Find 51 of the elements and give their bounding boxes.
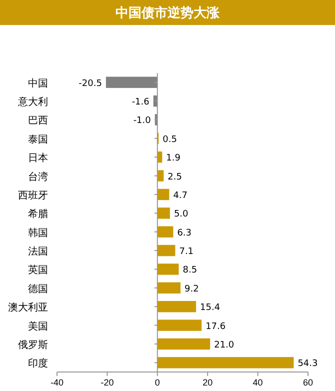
y-tick-label: 印度: [28, 358, 48, 370]
data-label: 17.6: [206, 322, 226, 332]
y-tick-label: 韩国: [28, 226, 48, 239]
data-label: 54.3: [298, 359, 318, 370]
bar: [157, 244, 176, 256]
data-label: -20.5: [78, 78, 102, 89]
bar: [106, 76, 158, 88]
data-label: 4.7: [173, 190, 188, 201]
y-tick-label: 澳大利亚: [8, 302, 48, 314]
y-tick-label: 日本: [28, 152, 48, 164]
data-label: -1.6: [132, 98, 150, 108]
chart-title: 中国债市逆势大涨: [116, 5, 220, 21]
y-tick-label: 巴西: [28, 116, 48, 127]
bar: [157, 188, 170, 200]
bar: [157, 226, 174, 238]
y-tick-label: 中国: [28, 77, 48, 90]
y-tick-label: 希腊: [28, 208, 48, 220]
bar: [157, 300, 196, 312]
y-tick-label: 台湾: [28, 170, 48, 183]
data-label: -1.0: [133, 116, 152, 126]
y-tick-label: 泰国: [28, 134, 48, 146]
x-tick-label: -20: [100, 377, 114, 388]
bar: [157, 338, 210, 350]
data-label: 7.1: [179, 247, 194, 258]
y-tick-label: 法国: [28, 246, 48, 258]
data-label: 21.0: [214, 340, 234, 350]
x-tick-label: 40: [252, 377, 263, 388]
data-label: 5.0: [174, 210, 189, 220]
data-label: 6.3: [177, 228, 192, 238]
data-label: 15.4: [200, 303, 220, 314]
y-tick-label: 西班牙: [18, 189, 48, 202]
bar: [157, 264, 179, 275]
data-label: 2.5: [168, 172, 182, 182]
x-tick-label: 0: [154, 377, 160, 388]
bar: [157, 320, 202, 331]
y-tick-label: 德国: [28, 284, 48, 295]
y-tick-label: 美国: [28, 320, 48, 332]
data-label: 8.5: [182, 266, 198, 276]
data-label: 9.2: [184, 284, 199, 294]
data-label: 0.5: [162, 134, 177, 145]
bar: [157, 170, 164, 182]
y-tick-label: 俄罗斯: [18, 338, 48, 351]
bar: [157, 208, 170, 219]
y-tick-label: 英国: [28, 264, 48, 276]
y-tick-label: 意大利: [17, 96, 48, 108]
x-tick-label: 60: [302, 377, 314, 388]
x-tick-label: -40: [50, 377, 64, 388]
bar: [157, 357, 294, 368]
data-label: 1.9: [166, 154, 181, 164]
x-tick-label: 20: [202, 377, 213, 388]
bar: [157, 282, 180, 294]
